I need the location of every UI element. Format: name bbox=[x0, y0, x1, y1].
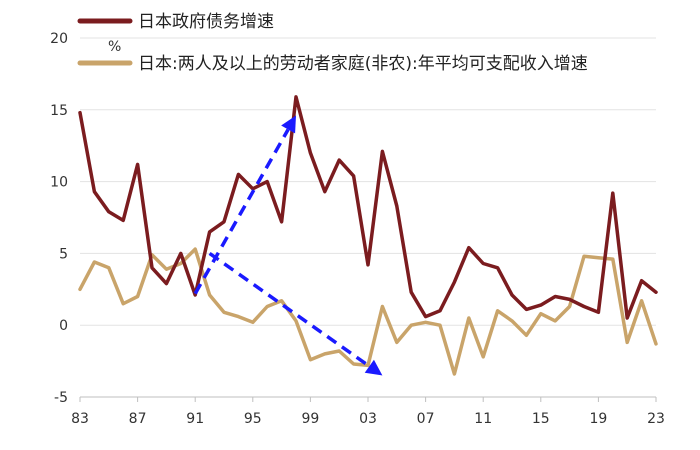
y-tick-label: 5 bbox=[59, 246, 68, 262]
y-tick-label: 15 bbox=[50, 103, 68, 119]
x-tick-label: 07 bbox=[417, 411, 435, 427]
x-tick-label: 11 bbox=[474, 411, 492, 427]
x-tick-label: 03 bbox=[359, 411, 377, 427]
x-tick-label: 99 bbox=[301, 411, 319, 427]
x-tick-label: 83 bbox=[71, 411, 89, 427]
y-axis: -5 0 5 10 15 20 bbox=[50, 31, 68, 406]
y-tick-label: 0 bbox=[59, 318, 68, 334]
trend-arrow-shaft bbox=[193, 128, 290, 295]
series-line-government-debt bbox=[78, 95, 658, 320]
y-tick-label: -5 bbox=[54, 390, 68, 406]
x-tick-label: 15 bbox=[532, 411, 550, 427]
trend-arrows bbox=[193, 115, 383, 376]
trend-arrow-shaft bbox=[208, 251, 371, 368]
x-tick-label: 23 bbox=[647, 411, 665, 427]
x-tick-label: 95 bbox=[244, 411, 262, 427]
legend: 日本政府债务增速 日本:两人及以上的劳动者家庭(非农):年平均可支配收入增速 bbox=[77, 12, 588, 74]
grid-lines bbox=[80, 37, 656, 398]
trend-arrow-2 bbox=[208, 251, 383, 376]
trend-arrow-head bbox=[281, 115, 296, 134]
x-tick-label: 19 bbox=[589, 411, 607, 427]
series-line-disposable-income bbox=[78, 247, 658, 376]
legend-label-disposable-income: 日本:两人及以上的劳动者家庭(非农):年平均可支配收入增速 bbox=[138, 54, 588, 74]
trend-arrow-1 bbox=[193, 115, 296, 295]
trend-arrow-head bbox=[364, 359, 383, 376]
legend-label-government-debt: 日本政府债务增速 bbox=[138, 12, 274, 32]
series-lines bbox=[78, 95, 658, 376]
y-tick-label: 10 bbox=[50, 175, 68, 191]
unit-label: % bbox=[108, 39, 121, 55]
x-tick-label: 91 bbox=[186, 411, 204, 427]
x-tick-label: 87 bbox=[129, 411, 147, 427]
y-tick-label: 20 bbox=[50, 31, 68, 47]
x-axis: 83 87 91 95 99 03 07 11 15 19 23 bbox=[71, 396, 665, 427]
